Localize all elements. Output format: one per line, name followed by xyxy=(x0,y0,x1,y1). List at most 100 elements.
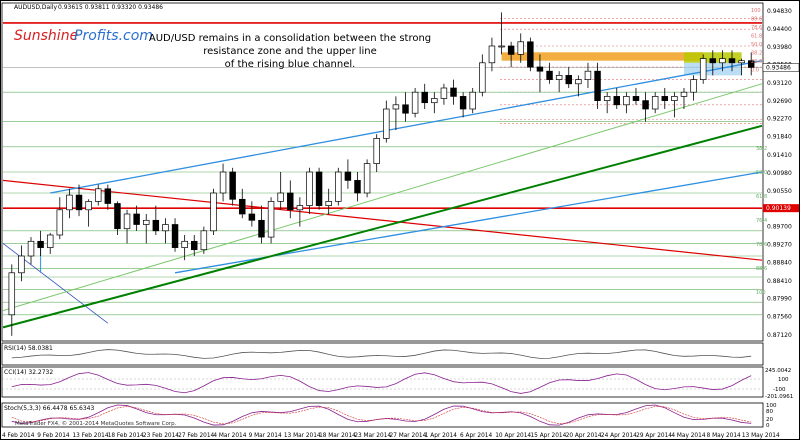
bull-candle xyxy=(66,194,73,211)
fib-label-left: 50.0 xyxy=(756,170,767,176)
stoch-pane: Stoch(5,3,3) 66.4478 65.6343 100 80 20 0… xyxy=(1,402,777,429)
price-tick-label: 0.91410 xyxy=(767,152,792,159)
symbol-label: AUDUSD,Daily xyxy=(14,4,57,11)
brand-word-sunshine: Sunshine xyxy=(14,28,78,44)
date-tick-label: 18 Mar 2014 xyxy=(319,433,356,439)
bull-candle xyxy=(411,91,419,114)
date-tick-label: 10 Apr 2014 xyxy=(495,433,531,439)
bear-candle xyxy=(344,171,352,181)
stoch-tick-0: 0 xyxy=(766,423,770,429)
bull-candle xyxy=(373,138,380,164)
bull-candle xyxy=(383,108,390,139)
fib-label-left: 88.6 xyxy=(756,266,767,272)
brand-word-profits: Profits.com xyxy=(74,28,153,44)
price-tick-label: 0.94830 xyxy=(767,8,792,15)
price-axis: 0.948300.944000.939800.935600.931200.926… xyxy=(751,8,800,339)
bear-candle xyxy=(421,91,428,104)
copyright-text: MetaTrader FX4, © 2001-2014 MetaQuotes S… xyxy=(15,420,177,427)
bull-candle xyxy=(123,213,131,230)
bull-candle xyxy=(8,272,16,316)
bear-candle xyxy=(239,198,246,215)
bull-candle xyxy=(363,163,371,194)
bear-candle xyxy=(287,192,294,211)
bull-candle xyxy=(143,219,150,225)
price-tick-label: 0.89700 xyxy=(767,224,792,231)
cci-tick-100: 100 xyxy=(778,377,789,383)
stoch-tick-80: 80 xyxy=(766,409,773,415)
price-tick-label: 0.90550 xyxy=(767,188,792,195)
date-tick-label: 4 Mar 2014 xyxy=(213,433,246,439)
price-tick-label: 0.87560 xyxy=(767,313,792,320)
current-price-label: 0.93486 xyxy=(766,65,791,72)
price-tick-label: 0.93980 xyxy=(767,44,792,51)
fib-label-right: 78.6 xyxy=(751,25,762,31)
bull-candle xyxy=(469,91,476,110)
stoch-tick-100: 100 xyxy=(766,403,777,409)
price-tick-label: 0.93120 xyxy=(767,80,792,87)
horizontal-levels xyxy=(3,18,762,316)
bear-candle xyxy=(191,240,198,251)
bear-candle xyxy=(594,70,601,101)
bear-candle xyxy=(642,100,649,110)
blue-channel-upper xyxy=(50,60,763,194)
bear-candle xyxy=(315,171,323,206)
bull-candle xyxy=(181,240,188,248)
date-tick-label: 15 Apr 2014 xyxy=(530,433,566,439)
bear-candle xyxy=(402,104,409,114)
bear-candle xyxy=(536,66,544,72)
price-tick-label: 0.92270 xyxy=(767,116,792,123)
bear-candle xyxy=(104,188,112,204)
price-tick-label: 0.87120 xyxy=(767,332,792,339)
bear-candle xyxy=(632,96,640,101)
bull-candle xyxy=(584,70,592,80)
bull-candle xyxy=(671,96,678,101)
date-tick-label: 13 Feb 2014 xyxy=(72,433,108,439)
bull-candle xyxy=(699,58,707,80)
bull-candle xyxy=(267,201,275,238)
trend-lines xyxy=(2,60,763,329)
bull-candle xyxy=(680,91,688,97)
bull-candle xyxy=(517,41,524,55)
stoch-tick-20: 20 xyxy=(766,417,773,423)
bull-candle xyxy=(392,104,400,110)
bull-candle xyxy=(56,209,64,236)
bear-candle xyxy=(709,58,717,64)
stoch-k-line xyxy=(11,404,752,426)
date-tick-label: 13 May 2014 xyxy=(742,433,780,439)
resistance-price-label: 0.90139 xyxy=(766,205,791,212)
bull-candle xyxy=(85,201,92,211)
fib-label-right: 50.0 xyxy=(751,42,762,48)
date-tick-label: 20 Apr 2014 xyxy=(566,433,602,439)
ohlc-readout: 0.93615 0.93811 0.93320 0.93486 xyxy=(58,4,163,11)
cci-label: CCI(14) 32.2732 xyxy=(4,369,53,376)
bull-candle xyxy=(277,192,284,202)
date-tick-label: 9 Mar 2014 xyxy=(249,433,282,439)
date-tick-label: 6 Apr 2014 xyxy=(460,433,492,439)
price-tick-label: 0.90980 xyxy=(767,170,792,177)
bull-candle xyxy=(200,230,208,251)
bull-candle xyxy=(306,171,313,206)
fib-label-left: 76.4 xyxy=(756,218,767,224)
bear-candle xyxy=(171,224,179,248)
bear-candle xyxy=(459,96,467,110)
bull-candle xyxy=(690,79,697,93)
date-tick-label: 24 Apr 2014 xyxy=(601,433,637,439)
bull-candle xyxy=(219,171,227,194)
bull-candle xyxy=(18,255,25,274)
date-tick-label: 13 Mar 2014 xyxy=(284,433,321,439)
bear-candle xyxy=(527,41,534,68)
green-support-line-light xyxy=(2,83,763,312)
stoch-label: Stoch(5,3,3) 66.4478 65.6343 xyxy=(4,405,95,412)
bull-candle xyxy=(27,240,35,257)
fib-label-left: 78.6 xyxy=(756,242,767,248)
bull-candle xyxy=(738,60,745,64)
bear-candle xyxy=(507,45,515,55)
price-tick-label: 0.92690 xyxy=(767,98,792,105)
price-tick-label: 0.89270 xyxy=(767,242,792,249)
bull-candle xyxy=(210,192,217,232)
cci-pane-border xyxy=(1,366,764,398)
date-tick-label: 1 Apr 2014 xyxy=(425,433,457,439)
time-axis: 4 Feb 2014 9 Feb 2014 13 Feb 2014 18 Feb 20… xyxy=(2,433,780,439)
bull-candle xyxy=(719,58,726,64)
price-tick-label: 0.88410 xyxy=(767,278,792,285)
